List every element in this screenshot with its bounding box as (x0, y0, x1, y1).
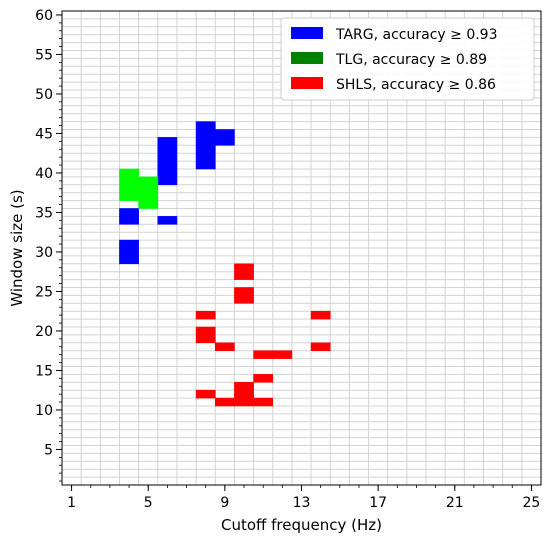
y-tick-label: 30 (35, 245, 53, 261)
data-cell-series-0 (119, 239, 139, 249)
x-tick-label: 13 (293, 495, 311, 511)
data-cell-series-0 (157, 216, 178, 225)
y-tick-label: 20 (35, 324, 53, 340)
data-cell-series-1 (138, 184, 159, 194)
data-cell-series-0 (157, 160, 178, 170)
x-tick-label: 1 (67, 495, 76, 511)
y-tick-label: 60 (35, 8, 53, 24)
data-cell-series-0 (157, 168, 178, 178)
data-cell-series-2 (272, 350, 293, 359)
data-cell-series-0 (195, 160, 216, 170)
x-tick-label: 21 (446, 495, 464, 511)
data-cell-series-0 (157, 152, 178, 162)
y-axis-label: Window size (s) (8, 189, 26, 306)
data-cell-series-2 (234, 271, 254, 280)
legend-swatch-1 (291, 52, 323, 64)
data-cell-series-0 (119, 208, 139, 217)
legend: TARG, accuracy ≥ 0.93 TLG, accuracy ≥ 0.8… (280, 17, 535, 101)
data-cell-series-2 (310, 310, 331, 320)
data-cell-series-2 (234, 287, 254, 296)
data-cell-series-2 (234, 389, 254, 399)
y-tick-label: 55 (35, 47, 53, 63)
data-cell-series-1 (138, 200, 159, 209)
data-cell-series-0 (119, 247, 139, 257)
y-tick-label: 45 (35, 126, 53, 142)
y-tick-label: 5 (44, 442, 53, 458)
x-tick-label: 9 (220, 495, 229, 511)
data-cell-series-0 (119, 216, 139, 225)
legend-swatch-0 (291, 27, 323, 39)
legend-frame (280, 17, 535, 101)
data-cell-series-0 (214, 129, 235, 138)
data-cell-series-1 (119, 168, 139, 178)
y-tick-label: 35 (35, 205, 53, 221)
data-cell-series-0 (195, 121, 216, 130)
data-cell-series-0 (195, 129, 216, 138)
data-cell-series-2 (253, 374, 274, 383)
y-tick-label: 50 (35, 87, 53, 103)
x-tick-label: 5 (144, 495, 153, 511)
y-tick-label: 10 (35, 403, 53, 419)
data-cell-series-2 (195, 389, 216, 399)
chart-cells (119, 121, 331, 407)
legend-entry-0: TARG, accuracy ≥ 0.93 (335, 27, 498, 43)
data-cell-series-0 (195, 137, 216, 146)
x-tick-label: 25 (523, 495, 541, 511)
data-cell-series-2 (253, 397, 274, 407)
data-cell-series-1 (138, 176, 159, 186)
data-cell-series-0 (157, 137, 178, 146)
data-cell-series-2 (234, 263, 254, 272)
data-cell-series-2 (234, 381, 254, 391)
y-tick-label: 40 (35, 166, 53, 182)
data-cell-series-0 (195, 152, 216, 162)
data-cell-series-2 (234, 397, 254, 407)
legend-swatch-2 (291, 77, 323, 89)
legend-entry-1: TLG, accuracy ≥ 0.89 (335, 52, 487, 68)
legend-entry-2: SHLS, accuracy ≥ 0.86 (336, 77, 496, 93)
data-cell-series-2 (195, 334, 216, 344)
data-cell-series-2 (214, 397, 235, 407)
data-cell-series-2 (214, 342, 235, 351)
x-axis-label: Cutoff frequency (Hz) (221, 516, 382, 534)
y-tick-label: 15 (35, 363, 53, 379)
data-cell-series-0 (195, 145, 216, 154)
y-tick-label: 25 (35, 284, 53, 300)
data-cell-series-2 (253, 350, 274, 359)
data-cell-series-0 (214, 137, 235, 146)
data-cell-series-0 (157, 176, 178, 186)
data-cell-series-2 (234, 295, 254, 304)
x-tick-label: 17 (369, 495, 387, 511)
data-cell-series-2 (195, 310, 216, 320)
data-cell-series-1 (119, 184, 139, 194)
data-cell-series-1 (119, 176, 139, 186)
data-cell-series-2 (195, 326, 216, 336)
data-cell-series-1 (138, 192, 159, 201)
data-cell-series-1 (119, 192, 139, 201)
data-cell-series-0 (157, 145, 178, 154)
data-cell-series-2 (310, 342, 331, 351)
data-cell-series-0 (119, 255, 139, 265)
